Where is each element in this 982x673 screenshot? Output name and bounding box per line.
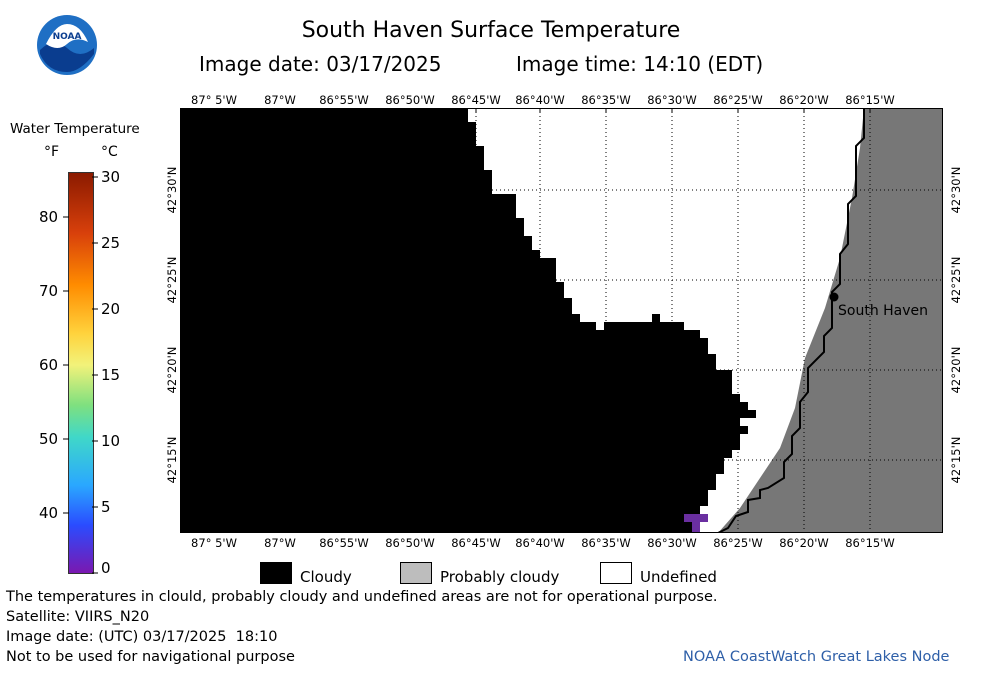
f-tick-50: 50: [39, 430, 59, 448]
colorbar-title: Water Temperature: [10, 121, 140, 137]
lat-label-right-0: 42°30'N: [949, 166, 963, 214]
lon-label-top-0: 87° 5'W: [191, 93, 237, 107]
logo-text: NOAA: [53, 32, 82, 42]
c-tick-10: 10: [101, 432, 121, 450]
image-date-label: Image date: 03/17/2025: [199, 52, 442, 76]
footer-note: The temperatures in clould, probably clo…: [6, 589, 718, 605]
lon-label-top-8: 86°25'W: [713, 93, 763, 107]
c-tick-15: 15: [101, 366, 121, 384]
lat-label-left-0: 42°30'N: [165, 166, 179, 214]
map-panel: [180, 108, 943, 533]
legend-label-undefined: Undefined: [640, 568, 717, 586]
c-tick-5: 5: [101, 498, 111, 516]
lon-label-top-2: 86°55'W: [319, 93, 369, 107]
image-time-label: Image time: 14:10 (EDT): [516, 52, 764, 76]
lon-label-bottom-9: 86°20'W: [779, 536, 829, 550]
lon-label-bottom-2: 86°55'W: [319, 536, 369, 550]
map-border: [180, 108, 943, 533]
colorbar-unit-f: °F: [44, 144, 60, 160]
noaa-logo: NOAA: [36, 14, 98, 76]
legend-swatch-undefined: [600, 562, 632, 584]
cold-water-patch: [684, 514, 708, 533]
lon-label-bottom-6: 86°35'W: [581, 536, 631, 550]
c-tick-20: 20: [101, 300, 121, 318]
lon-label-top-4: 86°45'W: [451, 93, 501, 107]
c-tick-30: 30: [101, 168, 121, 186]
lon-label-bottom-10: 86°15'W: [845, 536, 895, 550]
lat-label-left-3: 42°15'N: [165, 436, 179, 484]
lon-label-top-7: 86°30'W: [647, 93, 697, 107]
lon-label-bottom-1: 87°W: [264, 536, 296, 550]
c-tick-25: 25: [101, 234, 121, 252]
city-marker-south-haven: [829, 292, 839, 302]
lon-label-bottom-4: 86°45'W: [451, 536, 501, 550]
footer-nav-note: Not to be used for navigational purpose: [6, 649, 295, 665]
f-tick-60: 60: [39, 356, 59, 374]
noaa-logo-icon: NOAA: [37, 15, 97, 75]
footer-credit[interactable]: NOAA CoastWatch Great Lakes Node: [683, 649, 950, 665]
graticule: [180, 108, 943, 533]
legend-label-cloudy: Cloudy: [300, 568, 352, 586]
lon-label-bottom-5: 86°40'W: [515, 536, 565, 550]
c-tick-0: 0: [101, 559, 111, 577]
legend-swatch-cloudy: [260, 562, 292, 584]
lon-label-top-6: 86°35'W: [581, 93, 631, 107]
lon-label-bottom-3: 86°50'W: [385, 536, 435, 550]
city-label-south-haven: South Haven: [838, 303, 929, 319]
f-tick-80: 80: [39, 208, 59, 226]
lat-label-right-2: 42°20'N: [949, 346, 963, 394]
footer-utc-date: Image date: (UTC) 03/17/2025 18:10: [6, 629, 278, 645]
lat-label-right-1: 42°25'N: [949, 256, 963, 304]
lat-label-right-3: 42°15'N: [949, 436, 963, 484]
lon-label-top-10: 86°15'W: [845, 93, 895, 107]
colorbar: [68, 172, 94, 574]
lon-label-top-3: 86°50'W: [385, 93, 435, 107]
page-title: South Haven Surface Temperature: [301, 18, 681, 43]
f-tick-40: 40: [39, 504, 59, 522]
f-tick-70: 70: [39, 282, 59, 300]
colorbar-unit-c: °C: [101, 144, 118, 160]
lon-label-bottom-7: 86°30'W: [647, 536, 697, 550]
lat-label-left-1: 42°25'N: [165, 256, 179, 304]
land-area: [718, 108, 943, 533]
lon-label-top-5: 86°40'W: [515, 93, 565, 107]
colorbar-ticks: [63, 176, 98, 574]
lat-label-left-2: 42°20'N: [165, 346, 179, 394]
lon-label-bottom-8: 86°25'W: [713, 536, 763, 550]
cloud-mask: [180, 108, 756, 533]
shoreline: [717, 108, 865, 533]
lon-label-top-9: 86°20'W: [779, 93, 829, 107]
legend-label-probably-cloudy: Probably cloudy: [440, 568, 560, 586]
legend-swatch-probably-cloudy: [400, 562, 432, 584]
footer-satellite: Satellite: VIIRS_N20: [6, 609, 150, 625]
lon-label-bottom-0: 87° 5'W: [191, 536, 237, 550]
lon-label-top-1: 87°W: [264, 93, 296, 107]
